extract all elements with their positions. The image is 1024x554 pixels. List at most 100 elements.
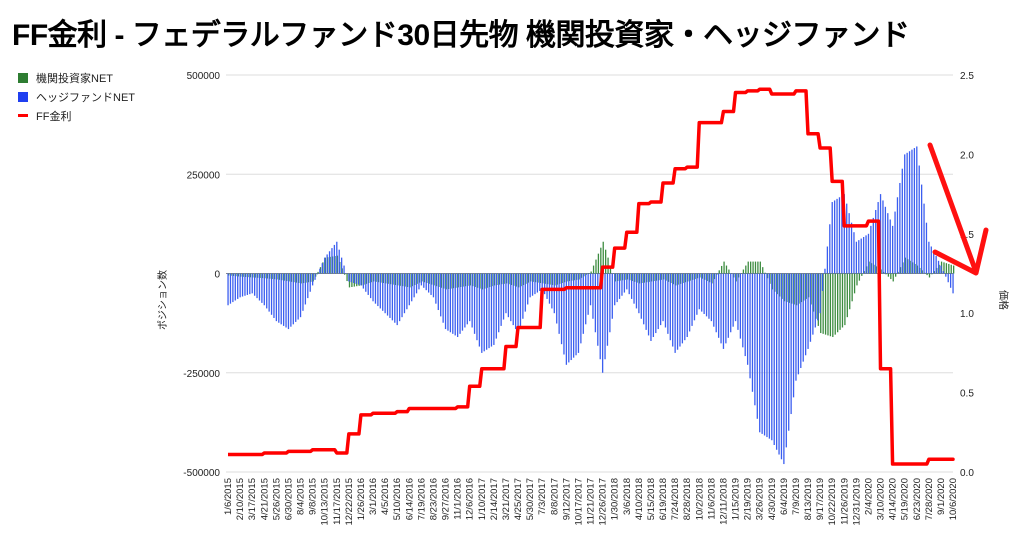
bar-institutional — [757, 261, 759, 274]
bar-hedge — [369, 273, 372, 299]
bar-hedge — [693, 273, 696, 321]
bar-hedge — [534, 273, 536, 295]
bar-hedge — [730, 273, 732, 333]
bar-hedge — [947, 273, 949, 283]
x-tick-label: 5/15/2018 — [646, 478, 657, 520]
bar-hedge — [558, 273, 560, 334]
bar-hedge — [853, 232, 855, 274]
bar-institutional — [344, 273, 346, 275]
bar-hedge — [652, 273, 655, 338]
bar-hedge — [804, 273, 807, 356]
bar-hedge — [911, 149, 913, 274]
bar-hedge — [360, 273, 362, 286]
bar-hedge — [855, 241, 858, 274]
x-tick-label: 8/13/2019 — [803, 478, 814, 520]
x-tick-label: 1/26/2016 — [356, 478, 367, 520]
bar-hedge — [266, 273, 268, 309]
bar-hedge — [899, 182, 901, 274]
bar-hedge — [875, 209, 877, 274]
bar-hedge — [490, 273, 493, 347]
x-tick-label: 6/23/2020 — [912, 478, 923, 520]
x-tick-label: 11/26/2019 — [839, 478, 850, 525]
bar-institutional — [846, 273, 848, 318]
bar-hedge — [280, 273, 282, 325]
bar-hedge — [843, 194, 845, 274]
bar-hedge — [749, 273, 751, 379]
bar-hedge — [452, 273, 454, 334]
bar-hedge — [647, 273, 650, 336]
bar-hedge — [386, 273, 389, 316]
y-tick-right: 0.0 — [960, 468, 974, 479]
bar-institutional — [953, 265, 955, 274]
legend-label: 機関投資家NET — [36, 72, 113, 85]
bar-hedge — [585, 273, 587, 325]
bar-institutional — [723, 261, 725, 274]
bar-hedge — [374, 273, 377, 304]
bar-hedge — [563, 273, 565, 355]
bar-hedge — [507, 273, 510, 318]
bar-hedge — [780, 273, 783, 460]
bar-hedge — [889, 219, 891, 274]
bar-hedge — [336, 241, 338, 274]
bar-hedge — [657, 273, 659, 330]
bar-hedge — [510, 273, 512, 322]
bar-institutional — [759, 261, 761, 274]
x-tick-label: 6/4/2019 — [779, 478, 790, 515]
x-tick-label: 4/10/2018 — [634, 478, 645, 520]
bar-institutional — [750, 261, 752, 274]
bar-hedge — [350, 273, 352, 283]
bar-hedge — [401, 273, 403, 318]
bar-hedge — [536, 273, 539, 293]
bar-hedge — [756, 273, 758, 419]
x-tick-label: 3/17/2015 — [247, 478, 258, 520]
x-tick-label: 10/2/2018 — [694, 478, 705, 520]
bar-hedge — [775, 273, 778, 450]
x-tick-label: 11/1/2016 — [453, 478, 464, 520]
x-tick-label: 11/6/2018 — [706, 478, 717, 520]
bar-hedge — [949, 273, 952, 288]
bar-institutional — [827, 273, 829, 336]
bar-hedge — [599, 273, 601, 360]
bar-hedge — [246, 273, 249, 295]
x-tick-label: 9/12/2017 — [561, 478, 572, 520]
x-tick-label: 5/19/2020 — [900, 478, 911, 520]
bar-hedge — [771, 273, 773, 441]
bar-institutional — [943, 262, 945, 274]
bar-hedge — [638, 273, 640, 314]
bar-hedge — [783, 273, 785, 465]
bar-hedge — [925, 222, 928, 274]
bar-hedge — [299, 273, 302, 318]
bar-institutional — [851, 273, 853, 302]
bar-hedge — [918, 165, 920, 274]
bar-hedge — [324, 257, 326, 274]
bar-institutional — [887, 273, 890, 277]
bar-hedge — [614, 273, 616, 306]
bar-hedge — [705, 273, 708, 317]
bar-institutional — [600, 247, 602, 274]
bar-hedge — [481, 273, 483, 353]
x-tick-label: 9/1/2020 — [936, 478, 947, 515]
x-tick-label: 11/21/2017 — [586, 478, 597, 525]
bar-hedge — [691, 273, 693, 326]
bar-institutional — [718, 270, 720, 274]
bar-hedge — [635, 273, 638, 309]
bar-institutional — [931, 273, 933, 275]
x-tick-label: 7/19/2016 — [416, 478, 427, 520]
x-tick-label: 3/1/2016 — [368, 478, 379, 515]
bar-hedge — [879, 194, 882, 274]
bar-hedge — [447, 273, 449, 331]
bar-hedge — [357, 273, 360, 285]
bar-hedge — [664, 273, 667, 328]
bar-hedge — [505, 273, 507, 314]
x-tick-label: 3/21/2017 — [501, 478, 512, 520]
bar-hedge — [848, 213, 850, 274]
x-tick-label: 12/22/2015 — [344, 478, 355, 526]
bar-hedge — [268, 273, 270, 312]
bar-hedge — [734, 273, 737, 322]
bar-hedge — [343, 265, 345, 274]
bar-hedge — [611, 273, 613, 319]
x-tick-label: 12/31/2019 — [851, 478, 862, 526]
bar-hedge — [227, 273, 229, 306]
x-tick-label: 10/17/2017 — [573, 478, 584, 526]
bar-hedge — [937, 260, 940, 274]
